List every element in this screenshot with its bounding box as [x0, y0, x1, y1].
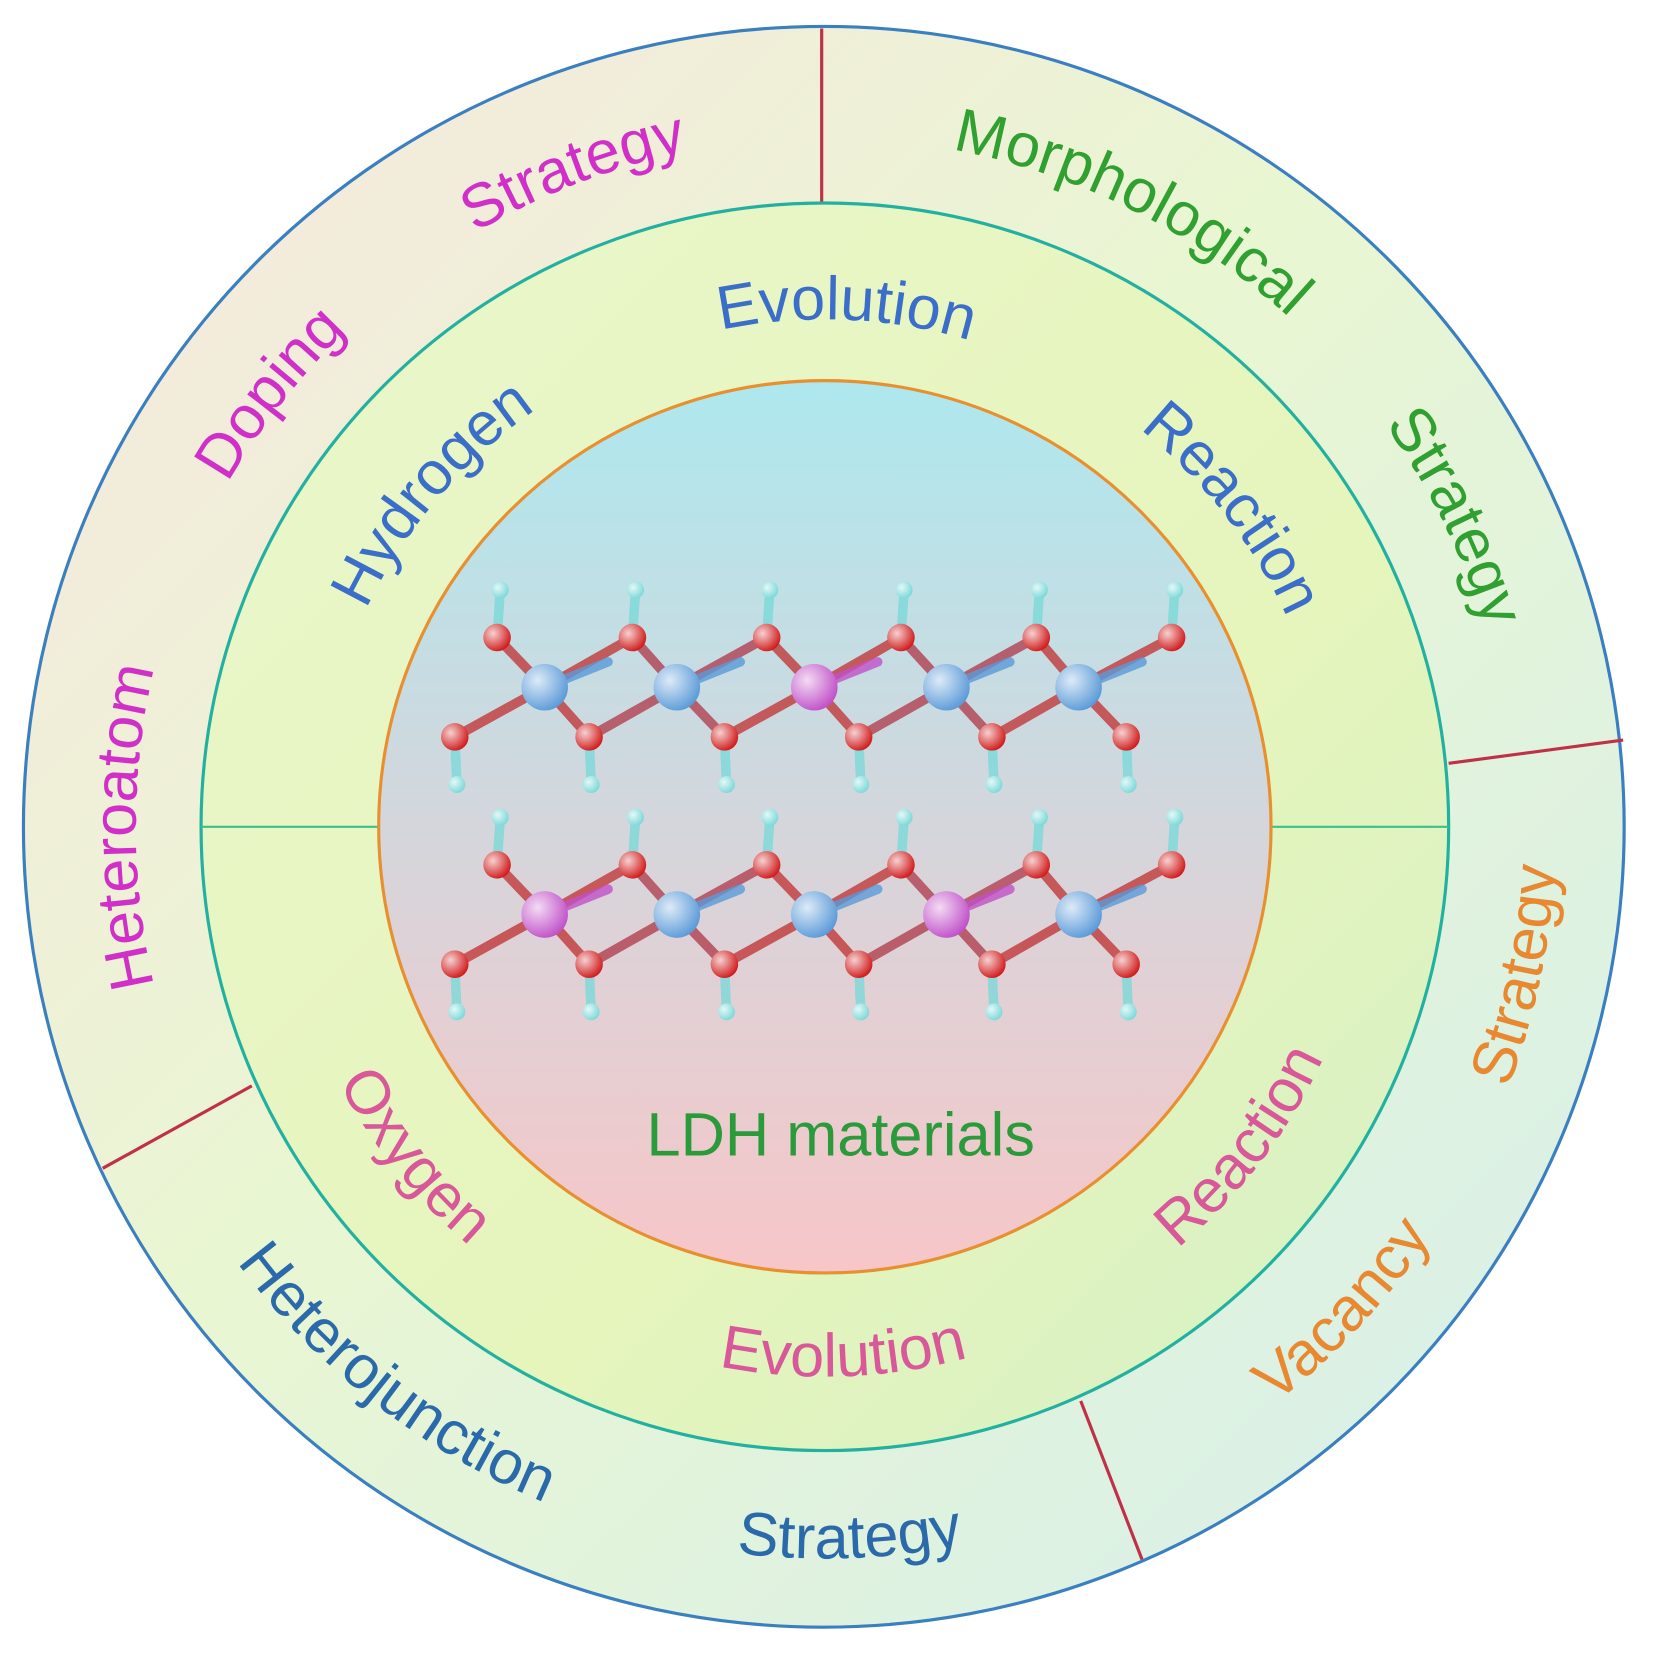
- inner-circle: [377, 379, 1273, 1275]
- ldh-crystal-structure: [441, 581, 1186, 1021]
- outer-label-heterojunction-1: Strategy: [735, 1490, 966, 1572]
- atoms: [441, 581, 1186, 1021]
- outer-label-heterojunction-1-text: Strategy: [735, 1490, 966, 1572]
- center-label: LDH materials: [647, 1100, 1035, 1169]
- outer-ring-dividers: [101, 28, 1624, 1561]
- divider-3: [101, 1084, 253, 1170]
- divider-1: [1448, 738, 1624, 765]
- divider-2: [1079, 1400, 1144, 1561]
